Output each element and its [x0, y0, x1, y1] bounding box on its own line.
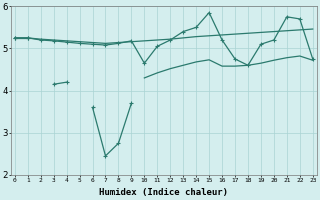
- X-axis label: Humidex (Indice chaleur): Humidex (Indice chaleur): [99, 188, 228, 197]
